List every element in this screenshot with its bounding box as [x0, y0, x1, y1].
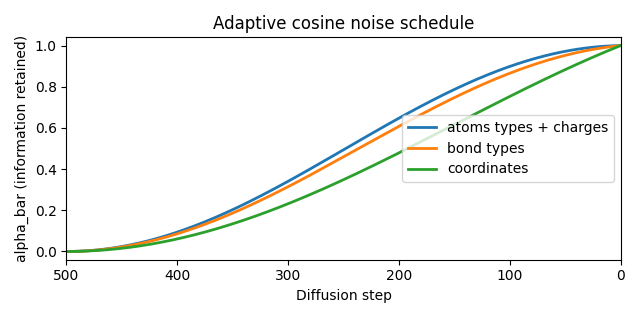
atoms types + charges: [348, 143, 355, 147]
bond types: [63, 250, 70, 253]
Title: Adaptive cosine noise schedule: Adaptive cosine noise schedule: [213, 15, 474, 33]
coordinates: [362, 167, 370, 171]
coordinates: [589, 56, 596, 59]
Line: atoms types + charges: atoms types + charges: [67, 45, 621, 252]
coordinates: [617, 44, 625, 47]
atoms types + charges: [63, 250, 70, 253]
bond types: [617, 44, 625, 47]
X-axis label: Diffusion step: Diffusion step: [296, 289, 392, 303]
atoms types + charges: [180, 228, 188, 232]
bond types: [79, 249, 86, 253]
atoms types + charges: [589, 45, 596, 49]
bond types: [348, 151, 355, 155]
atoms types + charges: [79, 249, 86, 253]
coordinates: [79, 249, 86, 253]
Line: bond types: bond types: [67, 45, 621, 252]
coordinates: [348, 174, 355, 178]
coordinates: [79, 249, 86, 253]
bond types: [79, 249, 86, 253]
Y-axis label: alpha_bar (information retained): alpha_bar (information retained): [15, 35, 29, 262]
Legend: atoms types + charges, bond types, coordinates: atoms types + charges, bond types, coord…: [403, 115, 614, 182]
bond types: [589, 48, 596, 52]
coordinates: [180, 235, 188, 239]
atoms types + charges: [362, 135, 370, 139]
coordinates: [63, 250, 70, 253]
atoms types + charges: [617, 44, 625, 47]
atoms types + charges: [79, 249, 86, 253]
Line: coordinates: coordinates: [67, 45, 621, 252]
bond types: [362, 143, 370, 147]
bond types: [180, 230, 188, 233]
